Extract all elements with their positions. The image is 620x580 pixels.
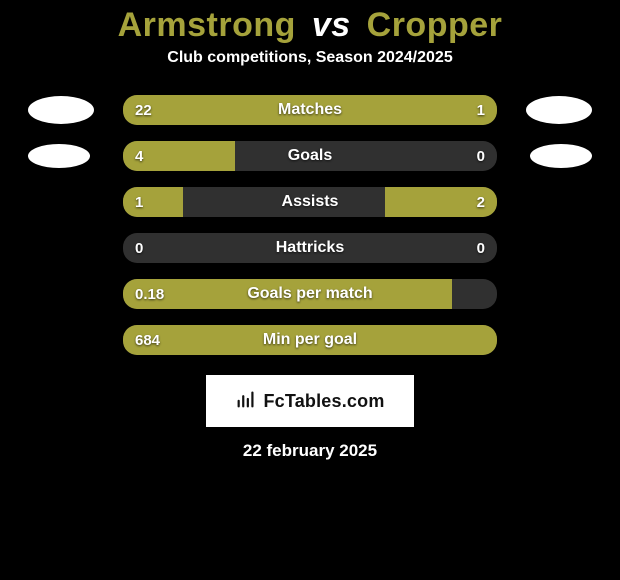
stat-value-right: 0 [477, 233, 485, 263]
stat-row: Min per goal684 [0, 325, 620, 355]
stat-label: Hattricks [123, 233, 497, 263]
page-title: Armstrong vs Cropper [118, 6, 503, 45]
stat-row: Goals per match0.18 [0, 279, 620, 309]
stat-value-right: 0 [477, 141, 485, 171]
stat-row: Goals40 [0, 141, 620, 171]
title-player2: Cropper [367, 6, 503, 44]
stat-bar-fill-left [123, 141, 235, 171]
team-logo-left [28, 96, 94, 124]
title-player1: Armstrong [118, 6, 296, 44]
stat-row: Matches221 [0, 95, 620, 125]
stat-bar: Min per goal684 [123, 325, 497, 355]
comparison-infographic: Armstrong vs Cropper Club competitions, … [0, 0, 620, 580]
stat-row: Assists12 [0, 187, 620, 217]
stat-bar: Goals per match0.18 [123, 279, 497, 309]
team-logo-right [530, 144, 592, 168]
stat-bar: Hattricks0 0 [123, 233, 497, 263]
stat-bar: Goals40 [123, 141, 497, 171]
stat-bar-fill-left [123, 95, 415, 125]
stat-bar: Assists12 [123, 187, 497, 217]
chart-icon [235, 388, 257, 415]
stat-bar-fill-right [385, 187, 497, 217]
title-vs: vs [312, 6, 351, 44]
team-logo-left [28, 144, 90, 168]
stats-list: Matches221Goals40Assists12Hattricks00Goa… [0, 95, 620, 355]
team-logo-right [526, 96, 592, 124]
date-label: 22 february 2025 [243, 441, 377, 461]
brand-badge[interactable]: FcTables.com [206, 375, 414, 427]
stat-bar-fill-left [123, 187, 183, 217]
subtitle: Club competitions, Season 2024/2025 [167, 49, 452, 67]
stat-row: Hattricks0 0 [0, 233, 620, 263]
stat-bar-fill-right [415, 95, 497, 125]
stat-bar-fill-left [123, 279, 452, 309]
brand-text: FcTables.com [263, 391, 384, 412]
stat-bar: Matches221 [123, 95, 497, 125]
stat-value-left: 0 [135, 233, 143, 263]
stat-bar-fill-left [123, 325, 497, 355]
